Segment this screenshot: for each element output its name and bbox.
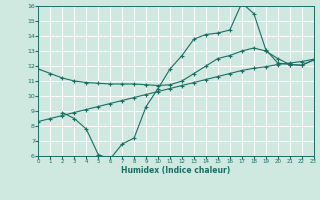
X-axis label: Humidex (Indice chaleur): Humidex (Indice chaleur) (121, 166, 231, 175)
